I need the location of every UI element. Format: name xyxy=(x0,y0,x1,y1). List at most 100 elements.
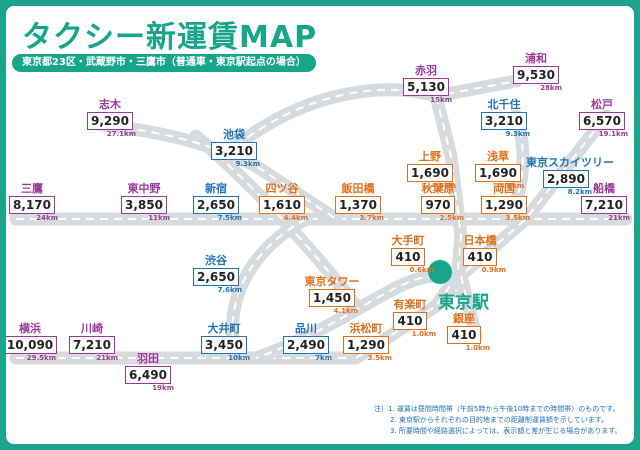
station-akabane[interactable]: 赤羽 5,130 15km xyxy=(386,64,466,105)
station-skytree[interactable]: 東京スカイツリー 2,890 8.2km xyxy=(526,156,614,197)
station-ikebukuro[interactable]: 池袋 3,210 9.3km xyxy=(194,128,274,169)
distance-label: 3.5km xyxy=(367,354,392,362)
station-name: 横浜 xyxy=(19,322,41,335)
fare-value: 410 xyxy=(447,326,481,344)
distance-label: 9.3km xyxy=(505,130,530,138)
station-name: 渋谷 xyxy=(205,254,227,267)
distance-label: 9.3km xyxy=(235,160,260,168)
station-otemachi[interactable]: 大手町 410 0.6km xyxy=(368,234,448,275)
station-name: 池袋 xyxy=(223,128,245,141)
station-hamamatsucho[interactable]: 浜松町 1,290 3.5km xyxy=(326,322,406,363)
distance-label: 21km xyxy=(96,354,118,362)
distance-label: 7.5km xyxy=(217,214,242,222)
fare-value: 3,450 xyxy=(201,336,247,354)
distance-label: 11km xyxy=(148,214,170,222)
fare-value: 1,370 xyxy=(335,196,381,214)
station-yotsuya[interactable]: 四ツ谷 1,610 4.4km xyxy=(242,182,322,223)
fare-value: 7,210 xyxy=(581,196,627,214)
station-oimachi[interactable]: 大井町 3,450 10km xyxy=(184,322,264,363)
fare-value: 8,170 xyxy=(9,196,55,214)
station-name: 東京スカイツリー xyxy=(526,156,614,169)
fare-value: 3,210 xyxy=(211,142,257,160)
station-name: 上野 xyxy=(419,150,441,163)
distance-label: 3.7km xyxy=(359,214,384,222)
fare-value: 970 xyxy=(421,196,455,214)
station-name: 浜松町 xyxy=(349,322,383,335)
station-name: 船橋 xyxy=(593,182,615,195)
distance-label: 28km xyxy=(540,84,562,92)
distance-label: 8.2km xyxy=(567,188,592,196)
station-iidabashi[interactable]: 飯田橋 1,370 3.7km xyxy=(318,182,398,223)
distance-label: 0.6km xyxy=(409,266,434,274)
footnote-1: 注）1. 運賃は昼間時間帯（午前5時から午後10時までの時間帯）のものです。 xyxy=(374,405,620,413)
station-matsudo[interactable]: 松戸 6,570 19.1km xyxy=(562,98,634,139)
station-shinjuku[interactable]: 新宿 2,650 7.5km xyxy=(176,182,256,223)
station-haneda[interactable]: 羽田 6,490 19km xyxy=(108,352,188,393)
distance-label: 0.9km xyxy=(481,266,506,274)
footnote-3: 3. 所要時間や経路選択によっては、表示額と差が生じる場合があります。 xyxy=(390,427,622,435)
station-name: 東京タワー xyxy=(304,275,360,288)
station-name: 大手町 xyxy=(391,234,425,247)
station-ginza[interactable]: 銀座 410 1.0km xyxy=(424,312,504,353)
fare-value: 1,450 xyxy=(309,289,355,307)
fare-value: 1,610 xyxy=(259,196,305,214)
fare-value: 410 xyxy=(463,248,497,266)
distance-label: 19km xyxy=(152,384,174,392)
fare-value: 2,490 xyxy=(283,336,329,354)
fare-value: 6,570 xyxy=(579,112,625,130)
station-tokyotower[interactable]: 東京タワー 1,450 4.1km xyxy=(292,275,372,316)
station-ueno[interactable]: 上野 1,690 4.6km xyxy=(390,150,470,191)
fare-value: 3,850 xyxy=(121,196,167,214)
station-name: 三鷹 xyxy=(21,182,43,195)
fare-value: 10,090 xyxy=(6,336,58,354)
station-funabashi[interactable]: 船橋 7,210 21km xyxy=(564,182,634,223)
station-shiki[interactable]: 志木 9,290 27.1km xyxy=(70,98,150,139)
distance-label: 1.0km xyxy=(411,330,436,338)
station-name: 新宿 xyxy=(205,182,227,195)
station-name: 赤羽 xyxy=(415,64,437,77)
station-kitasenju[interactable]: 北千住 3,210 9.3km xyxy=(464,98,544,139)
distance-label: 4.6km xyxy=(431,182,456,190)
fare-value: 1,290 xyxy=(481,196,527,214)
station-nihonbashi[interactable]: 日本橋 410 0.9km xyxy=(440,234,520,275)
footnotes: 注）1. 運賃は昼間時間帯（午前5時から午後10時までの時間帯）のものです。 2… xyxy=(374,404,622,437)
fare-value: 2,650 xyxy=(193,268,239,286)
station-kawasaki[interactable]: 川崎 7,210 21km xyxy=(52,322,132,363)
station-urawa[interactable]: 浦和 9,530 28km xyxy=(496,52,576,93)
distance-label: 4.8km xyxy=(499,182,524,190)
distance-label: 1.0km xyxy=(465,344,490,352)
station-shibuya[interactable]: 渋谷 2,650 7.6km xyxy=(176,254,256,295)
distance-label: 15km xyxy=(430,96,452,104)
fare-value: 1,290 xyxy=(343,336,389,354)
station-yokohama[interactable]: 横浜 10,090 29.5km xyxy=(6,322,70,363)
fare-value: 2,890 xyxy=(543,170,589,188)
station-mitaka[interactable]: 三鷹 8,170 24km xyxy=(6,182,72,223)
station-name: 四ツ谷 xyxy=(265,182,299,195)
station-asakusa[interactable]: 浅草 1,690 4.8km xyxy=(458,150,538,191)
distance-label: 10km xyxy=(228,354,250,362)
fare-value: 1,690 xyxy=(407,164,453,182)
distance-label: 24km xyxy=(36,214,58,222)
distance-label: 21km xyxy=(608,214,630,222)
fare-value: 410 xyxy=(393,312,427,330)
footnote-2: 2. 東京駅からそれぞれの目的地までの距離制運賃額を示しています。 xyxy=(390,416,608,424)
station-shinagawa[interactable]: 品川 2,490 7km xyxy=(266,322,346,363)
fare-value: 7,210 xyxy=(69,336,115,354)
distance-label: 3.5km xyxy=(505,214,530,222)
station-ryogoku[interactable]: 両国 1,290 3.5km xyxy=(464,182,544,223)
hub-name: 東京駅 xyxy=(438,293,489,313)
fare-value: 6,490 xyxy=(125,366,171,384)
tokyo-station-marker xyxy=(428,260,452,284)
station-akihabara[interactable]: 秋葉原 970 2.5km xyxy=(398,182,478,223)
station-name: 品川 xyxy=(295,322,317,335)
station-yurakucho[interactable]: 有楽町 410 1.0km xyxy=(370,298,450,339)
distance-label: 29.5km xyxy=(26,354,56,362)
station-higashinakano[interactable]: 東中野 3,850 11km xyxy=(104,182,184,223)
page-subtitle: 東京都23区・武蔵野市・三鷹市（普通車・東京駅起点の場合） xyxy=(12,54,316,72)
distance-label: 4.1km xyxy=(333,307,358,315)
fare-value: 2,650 xyxy=(193,196,239,214)
distance-label: 19.1km xyxy=(598,130,628,138)
fare-value: 5,130 xyxy=(403,78,449,96)
distance-label: 4.4km xyxy=(283,214,308,222)
station-name: 有楽町 xyxy=(393,298,427,311)
